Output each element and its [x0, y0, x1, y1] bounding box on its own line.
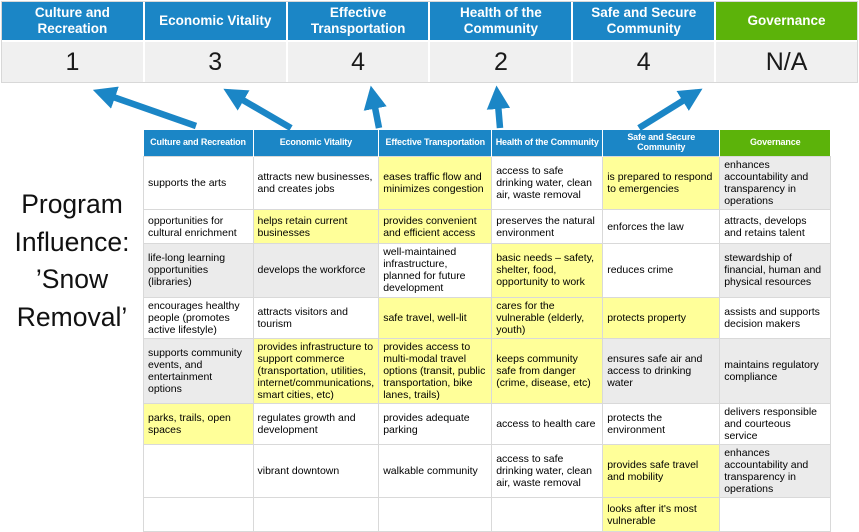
arrow-icon	[92, 86, 198, 130]
arrow-icon	[637, 88, 703, 130]
matrix-cell	[143, 444, 254, 499]
matrix-cell: delivers responsible and courteous servi…	[719, 402, 831, 446]
matrix-cell: eases traffic flow and minimizes congest…	[378, 155, 493, 211]
matrix-cell: enhances accountability and transparency…	[719, 155, 831, 211]
matrix-cell: reduces crime	[602, 243, 721, 298]
matrix-row: opportunities for cultural enrichment hel…	[143, 209, 831, 245]
matrix-cell: well-maintained infrastructure, planned …	[378, 243, 493, 298]
matrix-cell: preserves the natural environment	[491, 209, 604, 245]
matrix-cell: protects property	[602, 296, 721, 339]
matrix-cell	[378, 497, 493, 532]
matrix-cell: cares for the vulnerable (elderly, youth…	[491, 296, 604, 339]
matrix-header-effective-transportation: Effective Transportation	[378, 130, 493, 157]
summary-header-safe-and-secure-community: Safe and Secure Community	[573, 2, 715, 40]
summary-header-effective-transportation: Effective Transportation	[287, 2, 429, 40]
matrix-header-governance: Governance	[719, 130, 831, 157]
summary-header-health-of-the-community: Health of the Community	[430, 2, 572, 40]
matrix-row: parks, trails, open spaces regulates grow…	[143, 402, 831, 446]
matrix-cell: provides adequate parking	[378, 402, 493, 446]
matrix-cell: assists and supports decision makers	[719, 296, 831, 339]
matrix-header-row: Culture and Recreation Economic Vitality E…	[143, 130, 831, 157]
matrix-cell: protects the environment	[602, 402, 721, 446]
summary-score-health-of-the-community: 2	[430, 42, 572, 82]
matrix-cell	[719, 497, 831, 532]
summary-table: Culture and Recreation Economic Vitality E…	[1, 1, 858, 83]
program-title-line: Program	[21, 189, 123, 219]
arrow-icon	[363, 85, 387, 129]
matrix-cell: provides infrastructure to support comme…	[252, 337, 380, 405]
arrow-icon	[223, 88, 293, 130]
arrow-icon	[486, 85, 511, 129]
matrix-cell: enforces the law	[602, 209, 721, 245]
matrix-cell: supports the arts	[143, 155, 254, 211]
matrix-cell: basic needs – safety, shelter, food, opp…	[491, 243, 604, 298]
matrix-body: supports the arts attracts new businesses…	[143, 155, 831, 532]
matrix-cell: provides convenient and efficient access	[378, 209, 493, 245]
matrix-cell	[143, 497, 254, 532]
matrix-row: supports the arts attracts new businesses…	[143, 155, 831, 211]
matrix-cell: is prepared to respond to emergencies	[602, 155, 721, 211]
matrix-cell: ensures safe air and access to drinking …	[602, 337, 721, 405]
summary-score-economic-vitality: 3	[144, 42, 286, 82]
matrix-cell: encourages healthy people (promotes acti…	[143, 296, 254, 339]
matrix-cell: attracts, develops and retains talent	[719, 209, 831, 245]
matrix-cell: maintains regulatory compliance	[719, 337, 831, 405]
influence-matrix: Culture and Recreation Economic Vitality E…	[143, 130, 831, 532]
summary-header-culture-and-recreation: Culture and Recreation	[2, 2, 143, 40]
matrix-cell: opportunities for cultural enrichment	[143, 209, 254, 245]
matrix-header-health-of-the-community: Health of the Community	[491, 130, 604, 157]
matrix-cell: attracts visitors and tourism	[252, 296, 380, 339]
program-title: Program Influence: ’Snow Removal’	[2, 186, 142, 337]
summary-score-safe-and-secure-community: 4	[573, 42, 715, 82]
matrix-cell: vibrant downtown	[252, 444, 380, 499]
matrix-cell: life-long learning opportunities (librar…	[143, 243, 254, 298]
matrix-cell: develops the workforce	[252, 243, 380, 298]
summary-score-governance: N/A	[716, 42, 857, 82]
matrix-row: looks after it's most vulnerable	[143, 497, 831, 532]
matrix-cell: keeps community safe from danger (crime,…	[491, 337, 604, 405]
matrix-cell: enhances accountability and transparency…	[719, 444, 831, 499]
summary-header-economic-vitality: Economic Vitality	[144, 2, 286, 40]
summary-score-culture-and-recreation: 1	[2, 42, 143, 82]
matrix-header-culture-and-recreation: Culture and Recreation	[143, 130, 254, 157]
program-title-line: Influence:	[14, 226, 130, 257]
matrix-cell: walkable community	[378, 444, 493, 499]
matrix-cell: stewardship of financial, human and phys…	[719, 243, 831, 298]
matrix-cell: provides access to multi-modal travel op…	[378, 337, 493, 405]
matrix-cell: access to safe drinking water, clean air…	[491, 444, 604, 499]
matrix-cell: supports community events, and entertain…	[143, 337, 254, 405]
matrix-row: life-long learning opportunities (librar…	[143, 243, 831, 298]
influence-arrows	[92, 85, 703, 130]
matrix-cell: access to safe drinking water, clean air…	[491, 155, 604, 211]
summary-score-row: 1 3 4 2 4 N/A	[2, 42, 857, 82]
matrix-header-safe-and-secure-community: Safe and Secure Community	[602, 130, 721, 157]
matrix-row: encourages healthy people (promotes acti…	[143, 296, 831, 339]
summary-score-effective-transportation: 4	[287, 42, 429, 82]
matrix-header-economic-vitality: Economic Vitality	[253, 130, 380, 157]
program-title-line: ’Snow	[35, 264, 109, 295]
matrix-cell: looks after it's most vulnerable	[602, 497, 721, 532]
matrix-cell: safe travel, well-lit	[378, 296, 493, 339]
matrix-row: vibrant downtown walkable community access…	[143, 444, 831, 499]
program-title-line: Removal’	[16, 301, 128, 332]
matrix-cell: access to health care	[491, 402, 604, 446]
matrix-row: supports community events, and entertain…	[143, 337, 831, 405]
matrix-cell: attracts new businesses, and creates job…	[252, 155, 380, 211]
matrix-cell	[491, 497, 604, 532]
matrix-cell: provides safe travel and mobility	[602, 444, 721, 499]
matrix-cell: regulates growth and development	[252, 402, 380, 446]
matrix-cell: helps retain current businesses	[252, 209, 380, 245]
matrix-cell	[252, 497, 380, 532]
summary-header-governance: Governance	[716, 2, 857, 40]
summary-header-row: Culture and Recreation Economic Vitality E…	[2, 2, 857, 40]
matrix-cell: parks, trails, open spaces	[143, 402, 254, 446]
